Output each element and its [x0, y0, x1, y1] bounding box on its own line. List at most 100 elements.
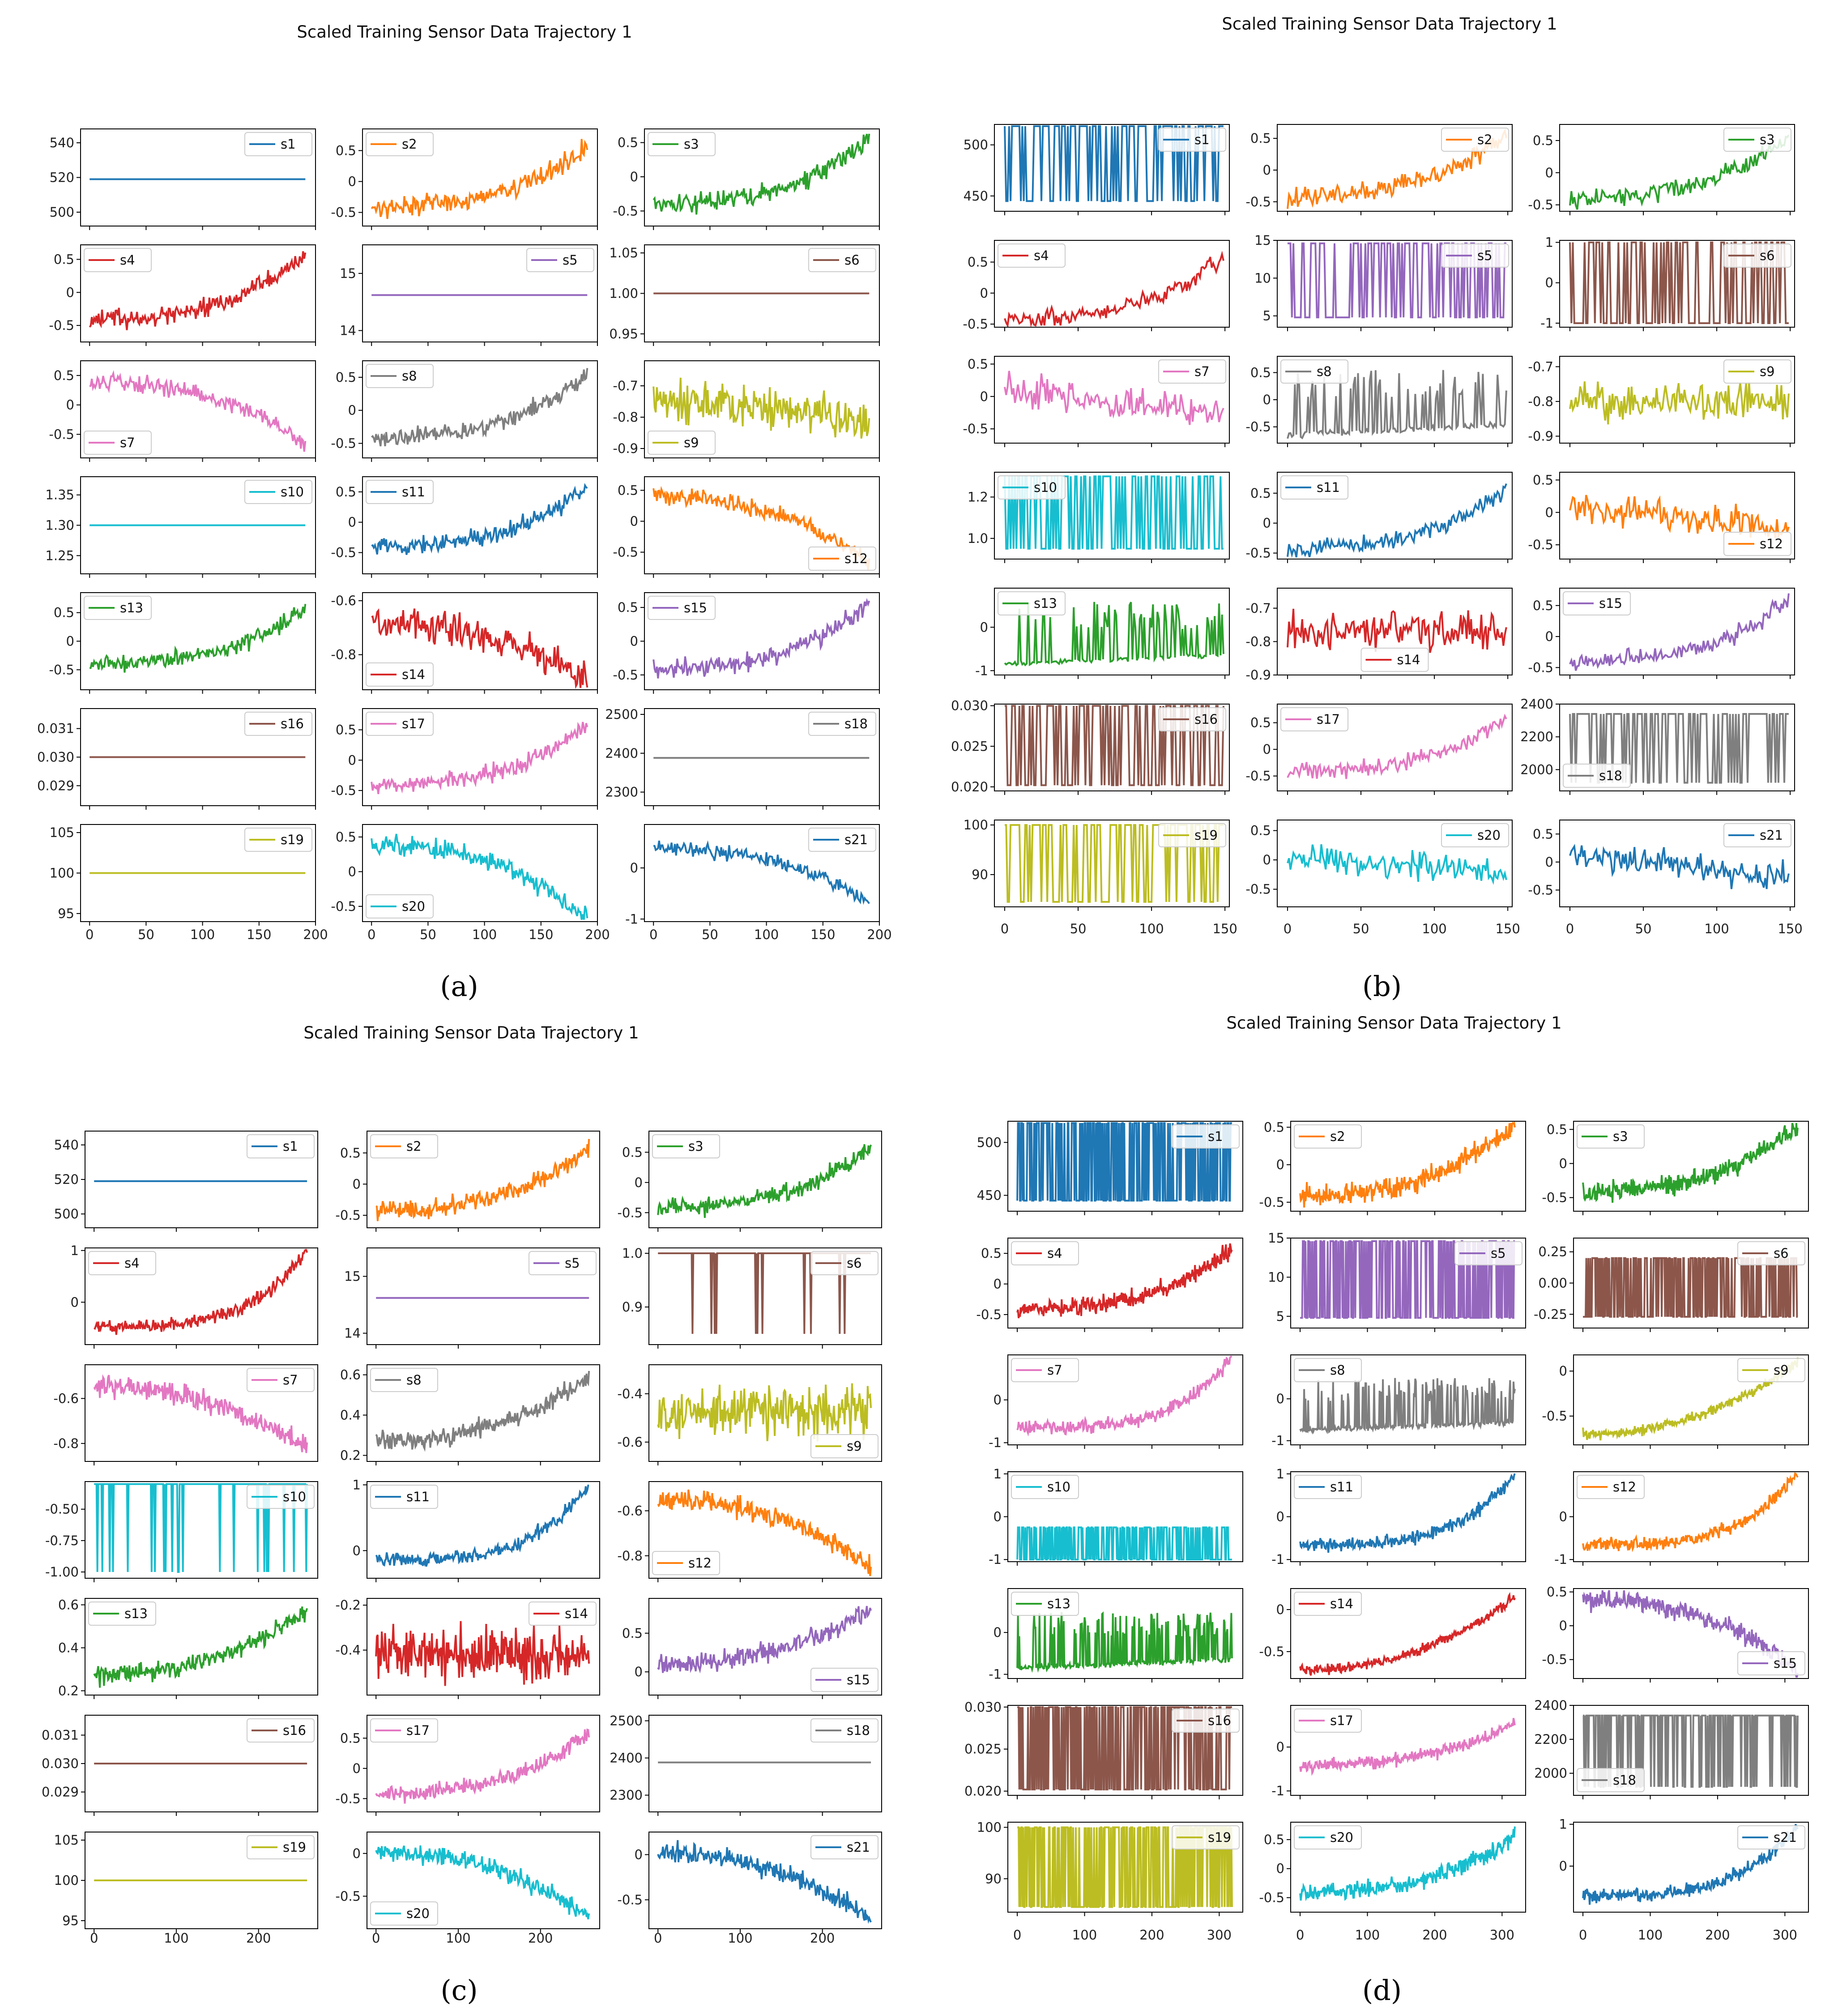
ytick-label-s11: -1: [1271, 1552, 1284, 1567]
subplot-s13: -0.5 0 0.5 s13: [49, 592, 316, 694]
panel-b-label: (b): [1362, 970, 1402, 1003]
legend-s19: s19: [1158, 823, 1226, 847]
legend-s21: s21: [810, 1835, 878, 1859]
ytick-label-s6: -0.25: [1534, 1307, 1567, 1322]
ytick-label-s12: 0: [1545, 505, 1553, 520]
axes-frame-s14: [1290, 1588, 1526, 1679]
ytick-label-s7: -0.6: [53, 1391, 79, 1406]
subplot-s10: 1.25 1.30 1.35 s10: [45, 476, 316, 578]
axes-frame-s8: [1290, 1354, 1526, 1445]
axes-frame-s5: [1277, 240, 1513, 328]
series-line-s10: [94, 1483, 308, 1573]
subplot-s14: -0.5 0 s14: [1259, 1588, 1526, 1683]
subplot-s2: -0.5 0 0.5 s2: [335, 1131, 600, 1232]
series-line-s17: [375, 1728, 590, 1804]
ytick-label-s3: 0: [1559, 1156, 1567, 1171]
ytick-label-s2: 0: [1263, 162, 1271, 178]
ytick-label-s12: -0.5: [1528, 537, 1553, 552]
legend-s12: s12: [1723, 532, 1791, 556]
axes-frame-s17: [367, 1715, 600, 1812]
legend-s10: s10: [1011, 1475, 1079, 1499]
legend-s20: s20: [370, 1901, 438, 1926]
ytick-label-s6: 0.95: [609, 326, 638, 342]
legend-s13: s13: [1011, 1592, 1079, 1616]
series-line-s20: [375, 1845, 590, 1920]
subplot-s7: -1 0 s7: [989, 1354, 1243, 1450]
subplot-s3: -0.5 0 0.5 s3: [617, 1131, 882, 1232]
ytick-label-s12: 0.5: [618, 483, 638, 498]
subplot-s5: 5 10 15 s5: [1254, 233, 1513, 331]
ytick-label-s13: 0: [994, 1625, 1002, 1640]
legend-s10: s10: [244, 480, 312, 504]
xtick-label-s19: 150: [247, 927, 271, 942]
axes-frame-s4: [1007, 1238, 1243, 1328]
axes-frame-s5: [367, 1247, 600, 1345]
legend-s11: s11: [366, 480, 434, 504]
axes-frame-s12: [1559, 472, 1795, 560]
ytick-label-s10: 1.25: [45, 548, 74, 563]
ytick-label-s8: 0: [1276, 1391, 1284, 1406]
ytick-label-s2: -0.5: [335, 1208, 361, 1223]
legend-s18: s18: [810, 1718, 878, 1743]
legend-s1: s1: [247, 1134, 315, 1158]
ytick-label-s4: 0.5: [54, 252, 74, 267]
ytick-label-s9: -0.6: [617, 1435, 643, 1450]
panel-c-title: Scaled Training Sensor Data Trajectory 1: [303, 1023, 639, 1042]
xtick-label-s20: 150: [1495, 921, 1520, 936]
legend-s8: s8: [1294, 1358, 1362, 1382]
legend-s1: s1: [244, 132, 312, 156]
legend-label-s16: s16: [1194, 712, 1218, 727]
ytick-label-s14: -0.4: [335, 1643, 361, 1658]
ytick-label-s19: 105: [54, 1832, 79, 1848]
subplot-s14: -0.4 -0.2 s14: [335, 1597, 600, 1699]
axes-frame-s2: [367, 1131, 600, 1228]
legend-s15: s15: [810, 1668, 878, 1692]
series-line-s7: [1004, 371, 1224, 425]
ytick-label-s16: 0.030: [951, 698, 988, 713]
ytick-label-s18: 2400: [1520, 696, 1553, 712]
legend-s5: s5: [1454, 1241, 1522, 1265]
xtick-label-s21: 0: [1566, 921, 1574, 936]
legend-label-s17: s17: [1317, 712, 1340, 727]
axes-frame-s7: [80, 360, 316, 458]
panel-d: Scaled Training Sensor Data Trajectory 1…: [964, 1013, 1809, 2007]
ytick-label-s18: 2500: [605, 707, 638, 722]
ytick-label-s6: 1.05: [609, 245, 638, 261]
legend-label-s1: s1: [283, 1139, 298, 1154]
ytick-label-s20: -0.5: [335, 1888, 361, 1904]
ytick-label-s3: -0.5: [1528, 197, 1553, 213]
ytick-label-s15: 0: [630, 634, 638, 649]
axes-frame-s2: [362, 128, 598, 226]
ytick-label-s3: -0.5: [1542, 1190, 1567, 1205]
ytick-label-s20: 0.5: [1264, 1832, 1284, 1847]
ytick-label-s19: 100: [977, 1820, 1002, 1835]
legend-s11: s11: [1294, 1475, 1362, 1499]
subplot-s12: -0.5 0 0.5 s12: [613, 476, 880, 578]
legend-label-s10: s10: [283, 1489, 306, 1504]
series-line-s18: [1582, 1714, 1799, 1788]
legend-s14: s14: [1294, 1592, 1362, 1616]
legend-label-s14: s14: [402, 667, 425, 682]
axes-frame-s3: [1573, 1121, 1809, 1212]
ytick-label-s20: 0: [1276, 1861, 1284, 1876]
ytick-label-s12: 0.5: [1533, 472, 1553, 487]
subplot-s4: 0 1 s4: [71, 1243, 318, 1349]
legend-label-s7: s7: [1194, 364, 1210, 379]
subplot-s10: -1 0 1 s10: [989, 1466, 1243, 1567]
series-line-s4: [1016, 1243, 1233, 1319]
xtick-label-s20: 50: [420, 927, 436, 942]
xtick-label-s21: 50: [1635, 921, 1652, 936]
ytick-label-s2: -0.5: [1259, 1195, 1284, 1210]
series-line-s6: [1583, 1257, 1798, 1318]
xtick-label-s20: 200: [585, 927, 610, 942]
legend-s14: s14: [1360, 648, 1429, 672]
legend-label-s13: s13: [120, 600, 143, 615]
subplot-s6: 0.95 1.00 1.05 s6: [609, 244, 880, 346]
ytick-label-s14: -0.2: [335, 1597, 361, 1613]
ytick-label-s19: 100: [964, 817, 988, 833]
series-line-s11: [1299, 1473, 1516, 1553]
legend-label-s8: s8: [402, 368, 417, 384]
series-line-s16: [1017, 1706, 1232, 1790]
subplot-s14: -0.9 -0.8 -0.7 s14: [1245, 588, 1513, 683]
ytick-label-s17: 0.5: [1250, 715, 1271, 730]
